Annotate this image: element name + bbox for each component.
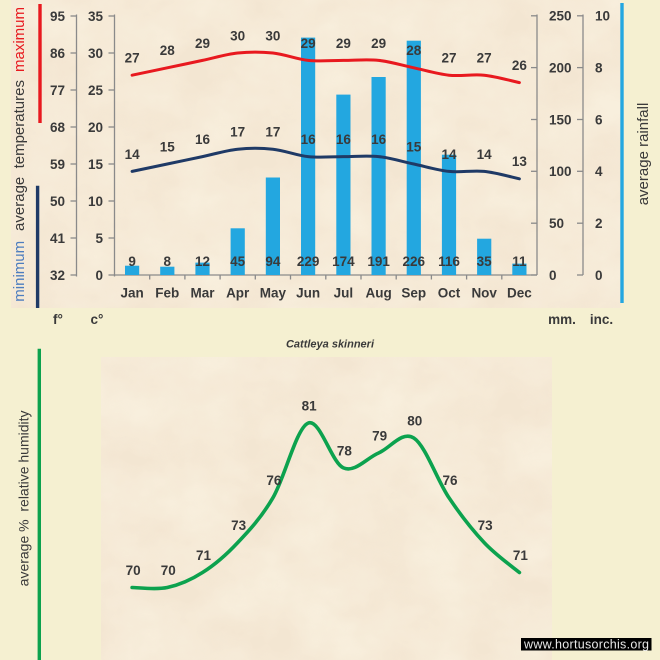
svg-text:79: 79 [372,428,387,443]
svg-text:inc.: inc. [590,312,613,327]
svg-text:11: 11 [512,254,527,269]
svg-text:191: 191 [367,254,390,269]
svg-text:77: 77 [50,83,65,98]
svg-text:12: 12 [195,254,210,269]
svg-text:25: 25 [88,83,104,98]
svg-text:Jul: Jul [334,285,354,300]
svg-text:29: 29 [195,36,210,51]
svg-text:average temperatures: average temperatures [11,80,28,231]
svg-text:Mar: Mar [190,285,215,300]
svg-text:14: 14 [125,147,141,162]
svg-text:80: 80 [407,413,422,428]
svg-text:16: 16 [195,132,211,147]
svg-text:59: 59 [50,157,65,172]
svg-text:28: 28 [160,43,176,58]
svg-text:14: 14 [441,147,457,162]
svg-text:16: 16 [301,132,317,147]
svg-text:86: 86 [50,46,66,61]
svg-text:29: 29 [371,36,386,51]
svg-text:14: 14 [477,147,493,162]
svg-text:Aug: Aug [365,285,391,300]
svg-text:81: 81 [302,398,318,413]
svg-text:www.hortusorchis.org: www.hortusorchis.org [523,638,649,652]
svg-text:9: 9 [128,254,136,269]
svg-text:70: 70 [161,563,176,578]
svg-text:41: 41 [50,231,66,246]
svg-text:32: 32 [50,268,65,283]
svg-text:8: 8 [595,61,603,76]
svg-text:27: 27 [477,51,492,66]
svg-text:16: 16 [371,132,387,147]
svg-text:f°: f° [53,312,63,327]
svg-text:Cattleya skinneri: Cattleya skinneri [286,339,375,351]
svg-text:229: 229 [297,254,320,269]
svg-text:29: 29 [301,36,316,51]
svg-text:30: 30 [265,28,280,43]
svg-text:30: 30 [230,28,245,43]
svg-text:8: 8 [164,254,172,269]
svg-text:Jun: Jun [296,285,320,300]
svg-text:10: 10 [595,9,610,24]
svg-text:Sep: Sep [401,285,426,300]
svg-text:Oct: Oct [438,285,461,300]
svg-text:100: 100 [549,164,572,179]
svg-text:average rainfall: average rainfall [635,103,652,206]
svg-text:5: 5 [95,231,103,246]
svg-text:16: 16 [336,132,352,147]
svg-text:Apr: Apr [226,285,250,300]
svg-text:27: 27 [125,51,140,66]
svg-text:May: May [260,285,287,300]
svg-text:0: 0 [595,268,603,283]
svg-text:17: 17 [230,125,245,140]
svg-text:200: 200 [549,61,572,76]
svg-text:250: 250 [549,9,572,24]
svg-text:15: 15 [160,139,176,154]
svg-text:26: 26 [512,58,528,73]
svg-text:50: 50 [50,194,65,209]
svg-text:Dec: Dec [507,285,532,300]
svg-text:minimum: minimum [11,241,28,302]
svg-text:27: 27 [441,51,456,66]
svg-text:94: 94 [265,254,281,269]
svg-text:45: 45 [230,254,246,269]
svg-text:20: 20 [88,120,103,135]
svg-text:15: 15 [88,157,104,172]
svg-text:average % relative humidity: average % relative humidity [16,410,32,586]
svg-text:maximum: maximum [11,7,28,72]
svg-text:mm.: mm. [548,312,576,327]
svg-text:2: 2 [595,216,603,231]
svg-text:73: 73 [231,518,247,533]
svg-text:71: 71 [196,548,212,563]
svg-text:15: 15 [406,139,422,154]
svg-text:Feb: Feb [155,285,179,300]
svg-text:0: 0 [95,268,103,283]
svg-text:73: 73 [478,518,494,533]
svg-text:76: 76 [266,473,282,488]
svg-text:76: 76 [442,473,458,488]
svg-text:6: 6 [595,112,603,127]
svg-text:174: 174 [332,254,355,269]
svg-text:c°: c° [91,312,104,327]
svg-text:0: 0 [549,268,557,283]
svg-text:35: 35 [477,254,493,269]
svg-text:70: 70 [126,563,141,578]
svg-text:28: 28 [406,43,422,58]
svg-text:226: 226 [403,254,426,269]
svg-text:50: 50 [549,216,564,231]
svg-text:78: 78 [337,443,353,458]
svg-text:4: 4 [595,164,603,179]
svg-text:10: 10 [88,194,103,209]
svg-text:116: 116 [438,254,460,269]
svg-text:Nov: Nov [471,285,497,300]
svg-text:Jan: Jan [120,285,143,300]
svg-text:35: 35 [88,9,104,24]
svg-text:29: 29 [336,36,351,51]
svg-text:68: 68 [50,120,66,135]
svg-text:30: 30 [88,46,103,61]
svg-text:71: 71 [513,548,529,563]
svg-text:95: 95 [50,9,66,24]
svg-text:150: 150 [549,112,572,127]
svg-text:17: 17 [265,125,280,140]
svg-text:13: 13 [512,154,528,169]
